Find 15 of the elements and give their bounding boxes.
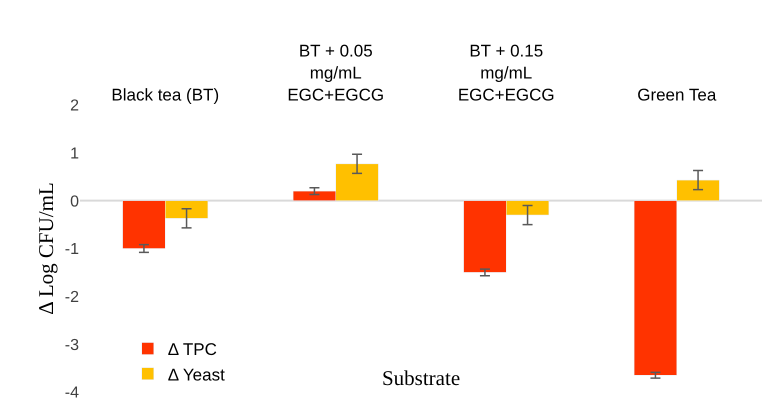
- y-tick-label: 2: [70, 98, 80, 115]
- x-tick-label: BT + 0.15 mg/mL EGC+EGCG: [458, 41, 555, 105]
- y-axis-title: Δ Log CFU/mL: [34, 182, 58, 315]
- x-tick-label: Green Tea: [637, 86, 717, 105]
- y-tick-label: 0: [70, 193, 80, 210]
- y-tick-label: -3: [64, 336, 80, 354]
- y-tick-label: -2: [64, 288, 80, 306]
- y-tick-label: 1: [70, 145, 80, 162]
- x-axis-title: Substrate: [382, 366, 460, 390]
- x-tick-label: Black tea (BT): [111, 86, 220, 105]
- y-tick-label: -1: [64, 241, 80, 258]
- y-tick-label: -4: [64, 384, 80, 402]
- x-tick-label: BT + 0.05 mg/mL EGC+EGCG: [287, 41, 384, 105]
- legend-label: Δ TPC: [168, 340, 217, 360]
- legend-label: Δ Yeast: [168, 365, 226, 384]
